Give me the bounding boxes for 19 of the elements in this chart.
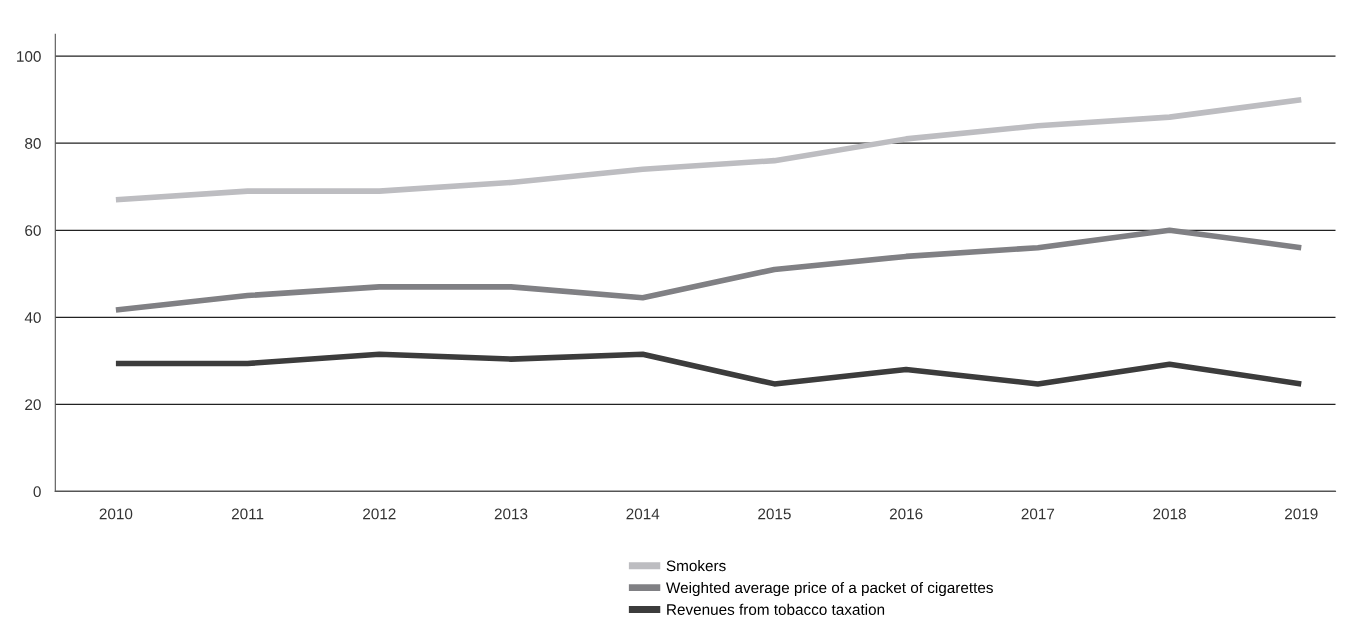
y-tick-label: 40 [24,312,41,324]
legend-label: Smokers [666,560,726,572]
x-tick-label: 2010 [99,508,133,520]
x-tick-label: 2017 [1021,508,1055,520]
x-tick-label: 2016 [889,508,923,520]
x-tick-label: 2012 [363,508,396,520]
legend-label: Weighted average price of a packet of cigarettes [666,581,993,597]
y-tick-label: 0 [33,486,41,498]
x-tick-label: 2018 [1153,508,1186,520]
y-tick-label: 60 [25,225,41,236]
x-tick-label: 2011 [231,508,264,520]
x-tick-label: 2014 [626,508,660,520]
y-tick-label: 100 [17,51,41,62]
x-tick-label: 2015 [758,508,791,520]
legend-label: Revenues from tobacco taxation [667,603,885,615]
x-tick-label: 2013 [494,508,528,520]
y-tick-label: 20 [25,399,41,411]
x-tick-label: 2019 [1285,508,1318,520]
y-tick-label: 80 [25,138,41,149]
